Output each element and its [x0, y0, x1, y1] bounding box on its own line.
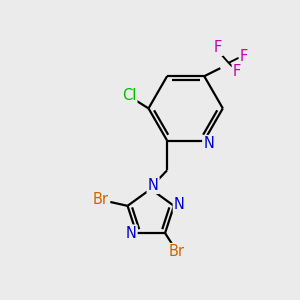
Text: Br: Br — [168, 244, 184, 259]
Text: N: N — [126, 226, 136, 241]
Text: Br: Br — [93, 192, 109, 207]
Text: N: N — [174, 197, 185, 212]
Text: F: F — [240, 49, 248, 64]
Text: F: F — [233, 64, 241, 79]
Text: N: N — [203, 136, 214, 151]
Text: Cl: Cl — [122, 88, 136, 103]
Text: F: F — [214, 40, 222, 55]
Text: N: N — [148, 178, 159, 193]
